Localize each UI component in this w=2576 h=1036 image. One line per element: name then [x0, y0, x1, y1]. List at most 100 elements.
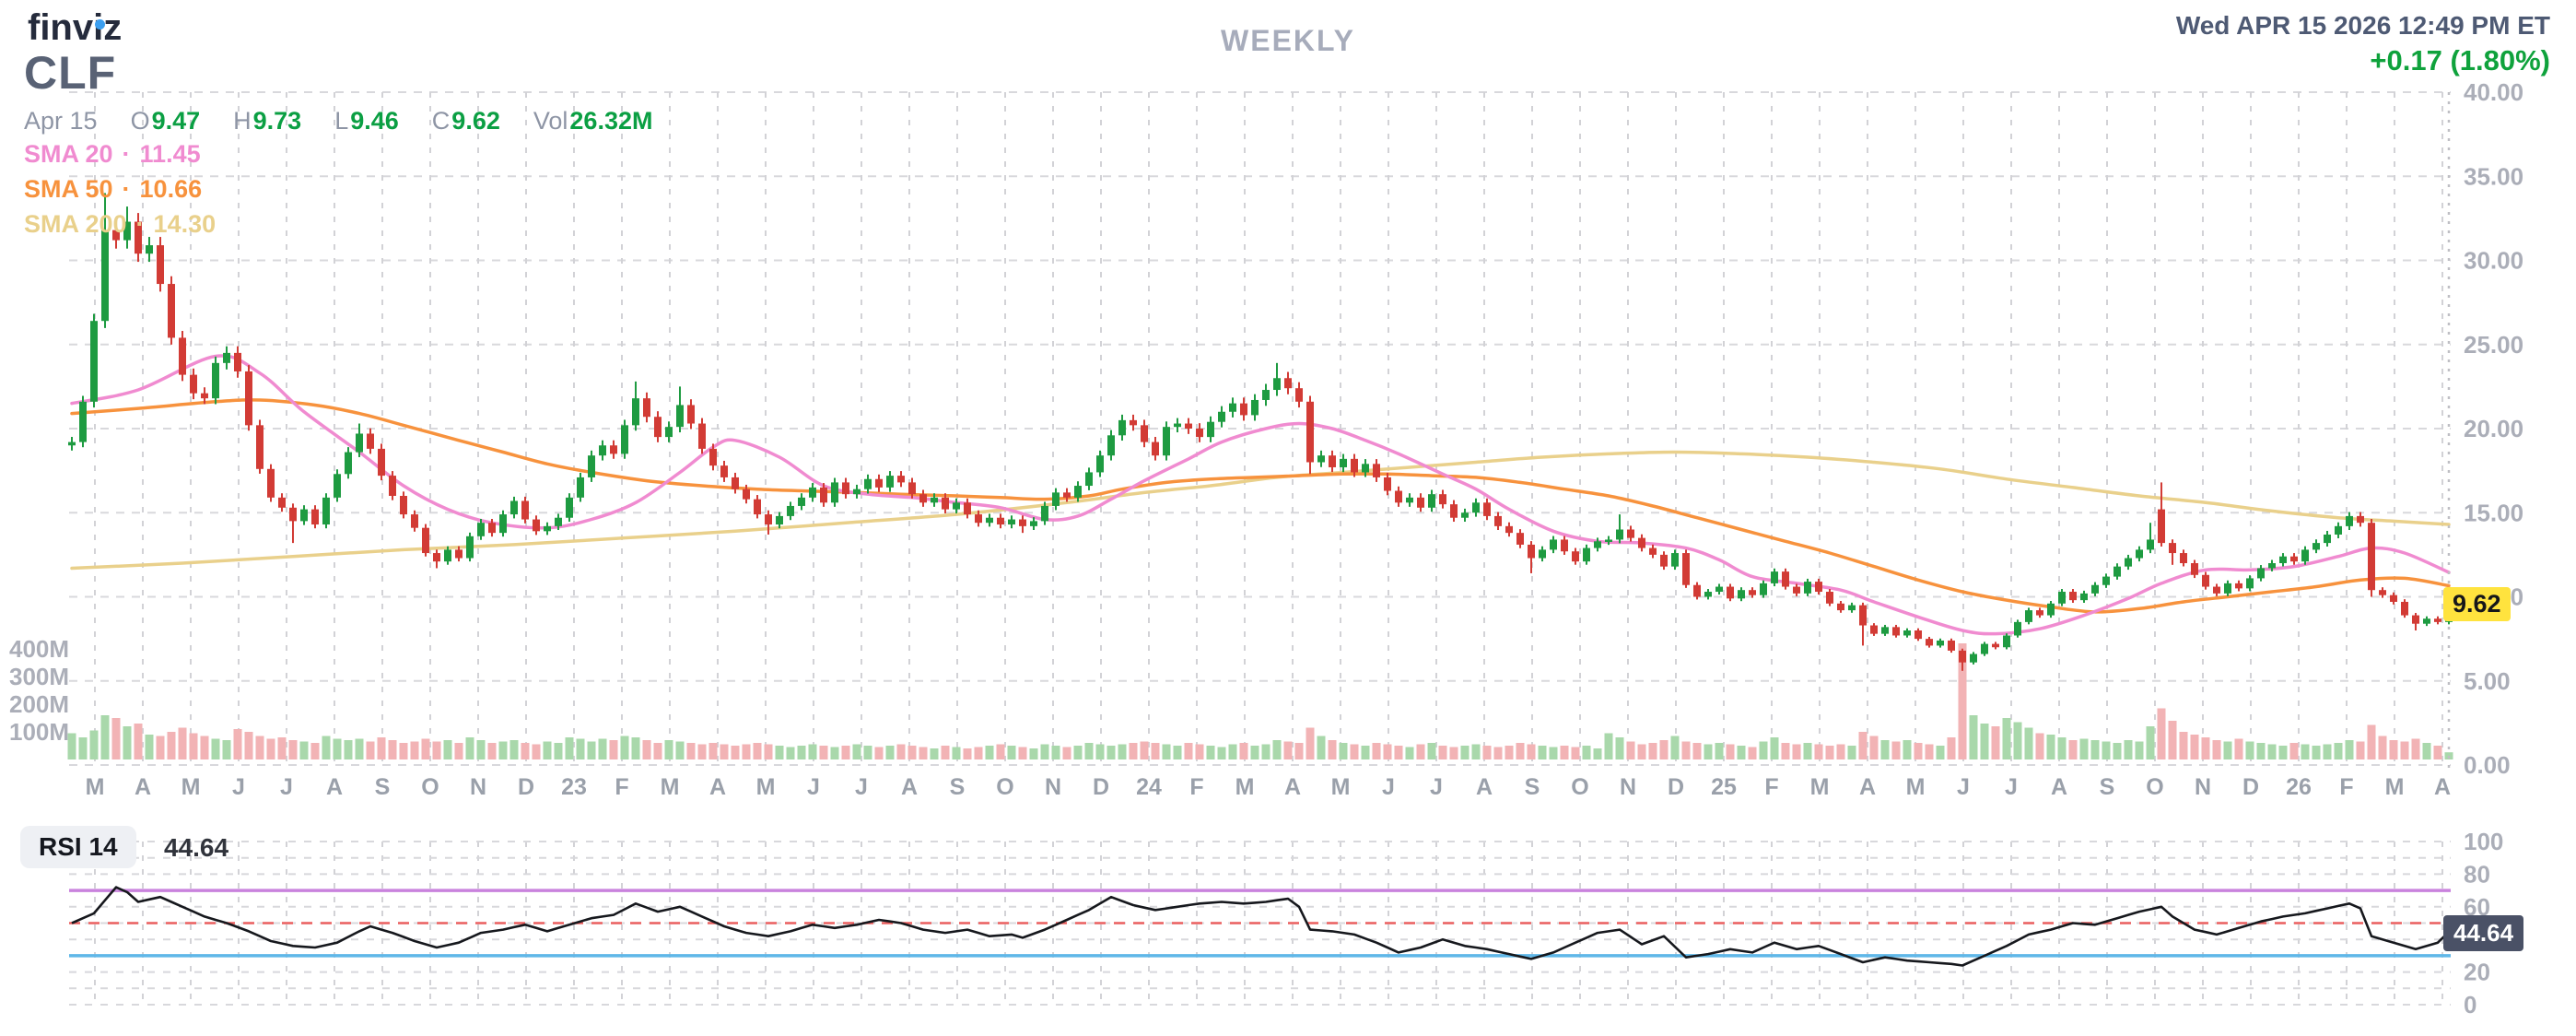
candle-up [499, 514, 507, 534]
volume-bar [1306, 727, 1315, 759]
volume-bar [399, 743, 408, 759]
volume-bar [1549, 747, 1558, 759]
volume-bar [1538, 746, 1547, 759]
candle-up [809, 487, 816, 498]
candle-down [1284, 378, 1292, 389]
volume-bar [852, 744, 861, 759]
volume-bar [952, 747, 961, 759]
volume-bar [2079, 738, 2089, 759]
svg-text:A: A [135, 774, 151, 800]
candle-up [1273, 378, 1281, 391]
svg-text:O: O [996, 774, 1013, 800]
volume-bar [355, 738, 364, 759]
volume-bar [1593, 748, 1602, 759]
candle-down [2412, 615, 2419, 624]
volume-bar [167, 732, 176, 759]
volume-bar [1880, 740, 1890, 759]
svg-text:23: 23 [561, 774, 587, 800]
candle-up [1539, 549, 1546, 559]
candle-up [2246, 578, 2254, 589]
candle-up [676, 405, 684, 428]
candle-down [1926, 639, 1933, 646]
volume-bar [1505, 746, 1514, 759]
svg-text:F: F [615, 774, 628, 800]
candle-down [1528, 544, 1535, 559]
volume-bar [2035, 733, 2044, 759]
svg-text:J: J [1957, 774, 1970, 800]
finviz-logo[interactable]: finviz [28, 7, 122, 49]
candle-up [931, 497, 938, 503]
volume-bar [874, 747, 884, 759]
volume-bar [344, 740, 353, 759]
sma200-legend: SMA 200 · 14.30 [24, 210, 217, 238]
candle-down [1295, 388, 1303, 402]
svg-text:25: 25 [1711, 774, 1737, 800]
volume-bar [1770, 737, 1779, 759]
volume-bar [1206, 746, 1215, 759]
candle-up [1704, 592, 1712, 597]
candle-up [1583, 547, 1590, 562]
ohlc-low: L 9.46 [334, 107, 399, 135]
candle-down [765, 514, 772, 525]
volume-bar [1516, 743, 1525, 759]
ticker-symbol: CLF [24, 47, 117, 99]
volume-bar [2190, 735, 2199, 759]
volume-bar [310, 743, 320, 759]
candle-up [1903, 630, 1911, 636]
candle-down [610, 445, 617, 454]
volume-bar [1914, 743, 1923, 759]
svg-text:80: 80 [2464, 860, 2490, 888]
volume-bar [521, 743, 530, 759]
candle-up [1881, 627, 1889, 634]
candle-down [1660, 554, 1668, 567]
svg-text:S: S [2100, 774, 2115, 800]
candle-up [2047, 603, 2055, 616]
candle-up [212, 362, 219, 399]
volume-bar [1095, 744, 1105, 759]
volume-bar [2378, 736, 2387, 759]
svg-text:0: 0 [2464, 991, 2476, 1018]
svg-text:M: M [86, 774, 105, 800]
svg-text:20: 20 [2464, 959, 2490, 986]
candle-up [599, 445, 606, 456]
candle-up [1981, 643, 1988, 654]
candle-down [2401, 601, 2408, 616]
svg-text:A: A [1284, 774, 1301, 800]
candle-down [919, 494, 927, 503]
candle-down [367, 433, 374, 449]
volume-bar [1328, 740, 1337, 759]
candle-up [2080, 593, 2088, 601]
volume-bar [1748, 747, 1757, 759]
volume-bar [1394, 746, 1403, 759]
ohlc-open: O 9.47 [130, 107, 201, 135]
volume-bar [1383, 744, 1392, 759]
volume-bar [2256, 743, 2266, 759]
candle-up [2313, 543, 2320, 550]
candle-down [1649, 547, 1657, 555]
volume-bar [1460, 746, 1469, 759]
candle-up [1362, 464, 1369, 473]
candle-up [1848, 605, 1856, 611]
candle-down [1561, 539, 1568, 552]
volume-bar [2212, 740, 2221, 759]
candle-down [267, 468, 275, 498]
candle-up [1804, 582, 1811, 594]
candle-up [146, 245, 153, 254]
candle-up [2268, 563, 2276, 569]
volume-bar [465, 737, 474, 759]
candle-down [1130, 419, 1137, 426]
volume-bar [2002, 718, 2011, 759]
rsi-indicator-label[interactable]: RSI 14 [20, 826, 136, 868]
candle-up [90, 321, 98, 402]
volume-bar [1604, 733, 1613, 759]
candle-down [256, 425, 263, 469]
volume-bar [1814, 744, 1823, 759]
candle-down [2158, 509, 2165, 544]
volume-bar [753, 743, 762, 759]
volume-bar [1195, 744, 1204, 759]
volume-bar [498, 741, 508, 759]
volume-bar [277, 737, 287, 759]
volume-bar [2146, 726, 2155, 759]
